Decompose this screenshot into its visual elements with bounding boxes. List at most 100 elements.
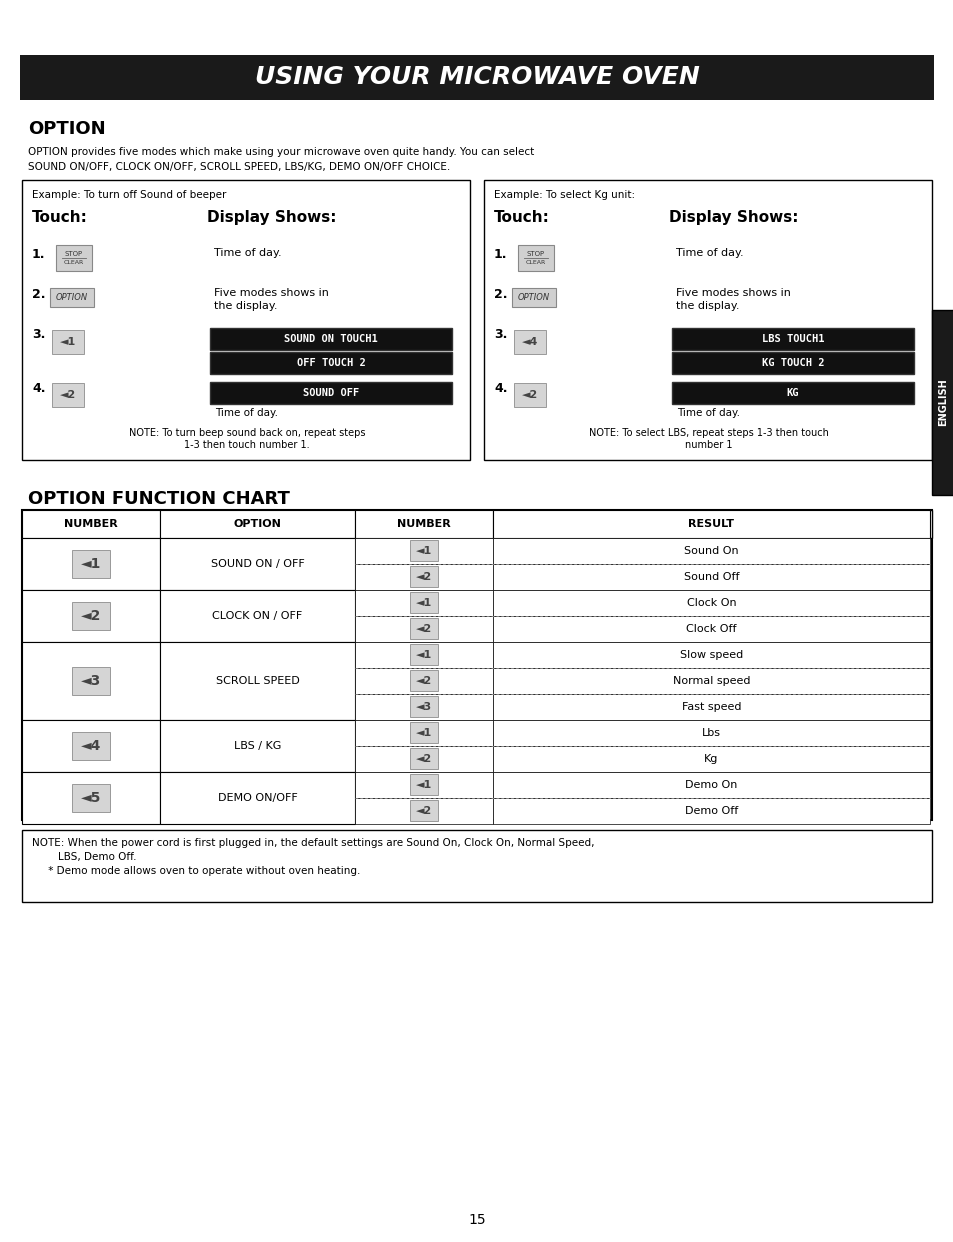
Text: NOTE: When the power cord is first plugged in, the default settings are Sound On: NOTE: When the power cord is first plugg… [32,838,594,848]
Bar [355,668,493,694]
Bar [160,642,355,720]
Bar [355,538,493,564]
Bar [355,799,493,823]
Text: STOP: STOP [65,251,83,257]
Text: 1.: 1. [494,248,507,261]
Text: SOUND ON TOUCH1: SOUND ON TOUCH1 [284,334,377,344]
Text: ◄5: ◄5 [81,791,101,805]
Bar [410,774,437,795]
Bar [410,566,437,587]
Bar [410,671,437,692]
Bar [493,720,929,746]
Bar [52,330,84,354]
Text: ◄4: ◄4 [81,739,101,753]
Bar [20,55,933,101]
Text: 2.: 2. [494,288,507,301]
Text: Display Shows:: Display Shows: [207,210,336,225]
Bar [355,642,493,668]
Text: 2.: 2. [32,288,46,301]
Text: 1-3 then touch number 1.: 1-3 then touch number 1. [184,440,310,450]
Bar [160,510,355,538]
Text: SCROLL SPEED: SCROLL SPEED [215,676,299,686]
Bar [22,642,160,720]
Bar [50,287,94,307]
Bar [52,383,84,407]
Text: SOUND ON / OFF: SOUND ON / OFF [211,559,304,569]
Text: Normal speed: Normal speed [672,676,749,686]
Text: 4.: 4. [494,383,507,395]
Bar [493,564,929,590]
Text: 4.: 4. [32,383,46,395]
Bar [410,697,437,718]
Bar [22,773,160,823]
Text: 1.: 1. [32,248,46,261]
Text: ◄2: ◄2 [416,806,432,816]
Bar [22,830,931,902]
Text: ◄3: ◄3 [81,674,101,688]
Text: OFF TOUCH 2: OFF TOUCH 2 [296,358,365,368]
Bar [160,720,355,773]
Bar [931,310,953,496]
Bar [493,799,929,823]
Bar [210,328,452,350]
Text: Five modes shows in: Five modes shows in [213,288,329,298]
Bar [71,667,110,696]
Bar [514,330,545,354]
Text: Clock Off: Clock Off [685,623,736,633]
Bar [22,510,931,820]
Text: Time of day.: Time of day. [677,409,740,419]
Text: ◄1: ◄1 [81,556,101,571]
Text: SOUND ON/OFF, CLOCK ON/OFF, SCROLL SPEED, LBS/KG, DEMO ON/OFF CHOICE.: SOUND ON/OFF, CLOCK ON/OFF, SCROLL SPEED… [28,161,450,171]
Text: Display Shows:: Display Shows: [668,210,798,225]
Bar [355,746,493,773]
Bar [22,510,160,538]
Bar [160,773,355,823]
Bar [71,784,110,812]
Text: ◄1: ◄1 [416,546,432,556]
Text: Demo On: Demo On [684,780,737,790]
Bar [493,590,929,616]
Bar [355,616,493,642]
Bar [355,590,493,616]
Bar [56,245,91,271]
Bar [22,538,160,590]
Text: DEMO ON/OFF: DEMO ON/OFF [217,792,297,804]
Bar [22,180,470,460]
Text: OPTION: OPTION [28,120,106,138]
Text: NUMBER: NUMBER [64,519,118,529]
Text: OPTION: OPTION [233,519,281,529]
Bar [483,180,931,460]
Text: ◄1: ◄1 [416,780,432,790]
Bar [355,720,493,746]
Bar [355,773,493,799]
Bar [517,245,554,271]
Text: ◄2: ◄2 [416,676,432,686]
Text: OPTION provides five modes which make using your microwave oven quite handy. You: OPTION provides five modes which make us… [28,147,534,156]
Bar [160,590,355,642]
Bar [493,538,929,564]
Bar [410,645,437,666]
Text: KG: KG [786,388,799,397]
Text: LBS, Demo Off.: LBS, Demo Off. [32,852,136,862]
Text: LBS / KG: LBS / KG [233,741,281,751]
Text: ◄1: ◄1 [416,597,432,609]
Text: 3.: 3. [32,328,46,342]
Text: Example: To turn off Sound of beeper: Example: To turn off Sound of beeper [32,190,226,200]
Bar [493,694,929,720]
Text: SOUND OFF: SOUND OFF [302,388,358,397]
Bar [514,383,545,407]
Bar [493,616,929,642]
Bar [71,549,110,578]
Text: Slow speed: Slow speed [679,650,742,660]
Text: Example: To select Kg unit:: Example: To select Kg unit: [494,190,635,200]
Text: * Demo mode allows oven to operate without oven heating.: * Demo mode allows oven to operate witho… [32,866,360,876]
Text: Demo Off: Demo Off [684,806,738,816]
Bar [71,732,110,760]
Bar [355,564,493,590]
Text: 15: 15 [468,1213,485,1227]
Bar [22,720,160,773]
Text: OPTION: OPTION [517,293,550,302]
Bar [512,287,556,307]
Text: NOTE: To select LBS, repeat steps 1-3 then touch: NOTE: To select LBS, repeat steps 1-3 th… [588,428,828,438]
Text: LBS TOUCH1: LBS TOUCH1 [760,334,823,344]
